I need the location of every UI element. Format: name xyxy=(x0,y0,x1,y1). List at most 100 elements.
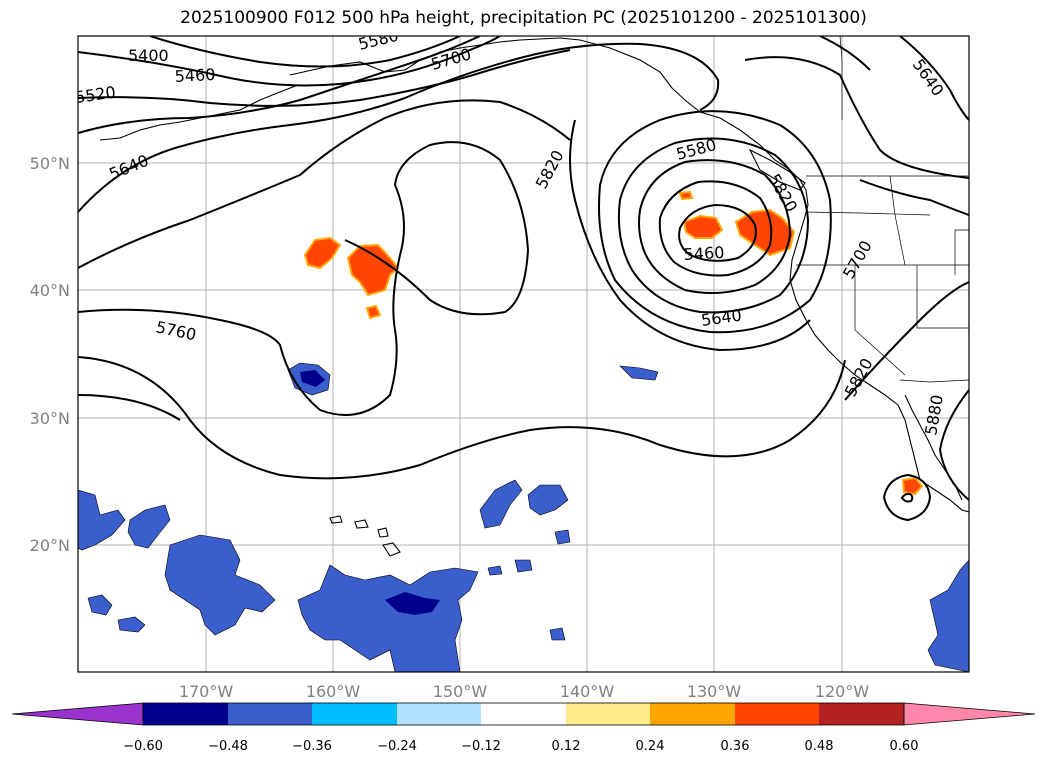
precip-blob-orange xyxy=(346,243,400,297)
contour-5700-ring xyxy=(598,110,832,334)
contour-small-ring xyxy=(882,473,932,522)
contour-label: 5460 xyxy=(174,65,216,86)
lat-label: 50°N xyxy=(30,154,70,173)
precip-blob-blue xyxy=(554,529,571,545)
precip-blob-blue xyxy=(487,565,503,576)
contour-5640 xyxy=(78,42,720,213)
colorbar-segment xyxy=(228,703,312,725)
colorbar-tick-label: −0.12 xyxy=(461,739,501,754)
latitude-labels: 50°N 40°N 30°N 20°N xyxy=(30,154,70,555)
precip-blob-blue xyxy=(78,489,126,551)
colorbar-segment xyxy=(566,703,650,725)
colorbar-segment xyxy=(735,703,819,725)
contour-5880-lower xyxy=(78,394,181,421)
contour-5640-east xyxy=(819,36,871,71)
colorbar-tick-label: 0.12 xyxy=(552,739,581,754)
contour-5640-ring xyxy=(617,137,810,314)
lat-label: 30°N xyxy=(30,409,70,428)
lon-label: 170°W xyxy=(179,682,234,701)
colorbar-tick-label: −0.60 xyxy=(123,739,163,754)
contour-label: 5460 xyxy=(683,243,725,264)
lon-label: 130°W xyxy=(687,682,742,701)
contour-5700 xyxy=(78,99,571,269)
contour-5460-ring xyxy=(678,203,757,262)
contour-5820 xyxy=(78,356,846,480)
coastlines xyxy=(99,37,969,557)
political-borders xyxy=(796,36,969,383)
colorbar-tick-label: −0.36 xyxy=(292,739,332,754)
precip-blob-orange xyxy=(365,304,382,320)
colorbar-extend-left xyxy=(11,702,144,726)
precip-blob-darkblue xyxy=(300,370,325,387)
contour-tiny-ring xyxy=(900,492,914,503)
nv-border xyxy=(854,265,906,376)
colorbar-segment xyxy=(650,703,735,725)
precip-blob-orange xyxy=(678,190,694,201)
alaska-coast xyxy=(289,37,807,191)
colorbar-outline xyxy=(142,702,905,726)
colorbar-segment xyxy=(819,703,904,725)
precip-blob-blue xyxy=(127,504,171,549)
lon-label: 150°W xyxy=(433,682,488,701)
precip-blob-blue xyxy=(164,534,276,636)
height-contours xyxy=(78,36,969,522)
vancouver-island xyxy=(748,148,806,191)
contour-5820-outer xyxy=(569,119,811,352)
contour-5640-upper-right xyxy=(899,36,969,121)
lon-label: 160°W xyxy=(306,682,361,701)
contour-5460 xyxy=(78,36,501,87)
id-border xyxy=(889,175,906,266)
contour-5700-east xyxy=(744,56,969,179)
precip-blob-blue xyxy=(527,484,569,516)
contour-5400 xyxy=(149,36,461,68)
contour-label: 5400 xyxy=(128,46,169,65)
colorbar-tick-label: −0.48 xyxy=(208,739,248,754)
precip-blob-orange xyxy=(734,208,796,257)
precip-blob-blue xyxy=(514,559,533,573)
precip-negative-areas xyxy=(78,362,969,672)
longitude-labels: 170°W 160°W 150°W 140°W 130°W 120°W xyxy=(179,682,870,701)
colorbar-tick-label: 0.60 xyxy=(890,739,919,754)
contour-5880-east xyxy=(844,281,969,401)
precip-blob-blue xyxy=(549,627,566,641)
contour-5520 xyxy=(78,49,571,107)
az-border xyxy=(916,265,969,329)
precip-blob-orange xyxy=(303,236,342,270)
precip-blob-blue xyxy=(619,365,659,381)
contour-5880-baja xyxy=(938,389,969,501)
lat-label: 20°N xyxy=(30,536,70,555)
lon-label: 120°W xyxy=(815,682,870,701)
map-title: 2025100900 F012 500 hPa height, precipit… xyxy=(180,8,867,28)
lon-label: 140°W xyxy=(560,682,615,701)
canada-alaska-border xyxy=(839,36,843,120)
colorbar: −0.60 −0.48 −0.36 −0.24 −0.12 0.12 0.24 … xyxy=(11,702,1036,754)
contour-5580-ring xyxy=(638,159,792,294)
us-mexico-border xyxy=(899,379,969,383)
colorbar-tick-label: −0.24 xyxy=(377,739,417,754)
precip-blob-blue xyxy=(117,616,146,633)
colorbar-tick-label: 0.36 xyxy=(721,739,750,754)
colorbar-segment xyxy=(481,703,566,725)
contour-5760-east xyxy=(859,179,969,216)
precip-blob-orange xyxy=(901,476,924,496)
precip-blob-blue xyxy=(87,594,113,616)
precip-blob-blue xyxy=(297,564,479,672)
hawaii-islands xyxy=(329,515,401,557)
contour-5580 xyxy=(78,36,481,134)
map-content: 5400 5460 5520 5580 5640 5700 5760 5820 … xyxy=(78,36,969,672)
lat-label: 40°N xyxy=(30,281,70,300)
colorbar-tick-label: 0.24 xyxy=(636,739,665,754)
contour-labels: 5400 5460 5520 5580 5640 5700 5760 5820 … xyxy=(78,36,948,437)
colorbar-tick-label: 0.48 xyxy=(805,739,834,754)
contour-5760 xyxy=(78,141,530,416)
precip-blob-darkblue xyxy=(385,592,440,615)
precip-blob-blue xyxy=(927,559,969,672)
precip-positive-areas xyxy=(303,190,924,496)
colorbar-segment xyxy=(143,703,228,725)
wa-or-border xyxy=(805,211,931,216)
map-border xyxy=(77,35,970,673)
colorbar-extend-right xyxy=(903,702,1036,726)
colorbar-segment xyxy=(312,703,397,725)
ut-border xyxy=(954,229,969,275)
